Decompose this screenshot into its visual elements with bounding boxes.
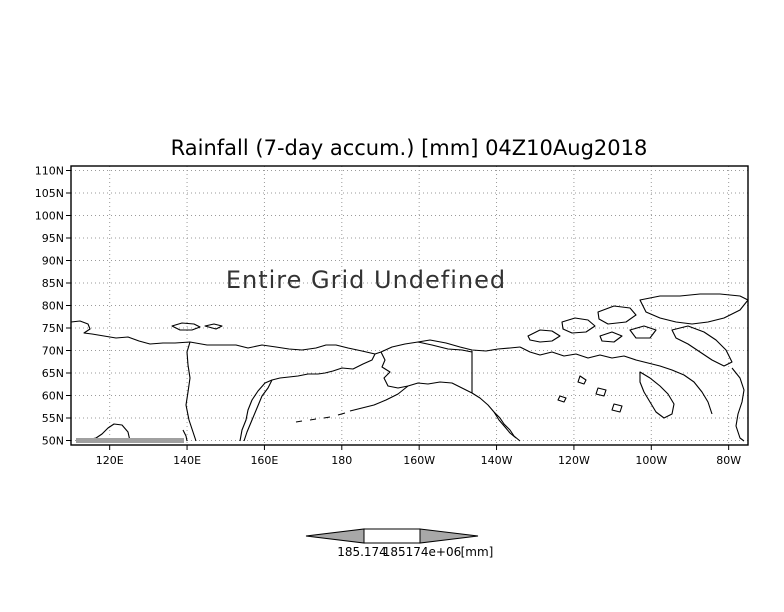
coastline-arctic-island-1 xyxy=(527,329,561,343)
coastline-arctic-island-4 xyxy=(639,293,749,325)
lon-tick-label: 120W xyxy=(558,454,590,467)
lat-tick-label: 60N xyxy=(42,390,64,403)
coastline-aleutians xyxy=(295,412,346,423)
colorbar-max-label: 185174e+06 xyxy=(383,545,462,559)
coastline-alaska-north xyxy=(417,339,521,352)
lat-tick-label: 65N xyxy=(42,367,64,380)
lat-tick-label: 50N xyxy=(42,435,64,448)
coastline-arctic-island-5 xyxy=(599,331,623,343)
coastline-wrangel-island xyxy=(204,323,223,330)
lat-tick-label: 85N xyxy=(42,277,64,290)
lat-tick-label: 110N xyxy=(35,165,64,178)
entire-grid-undefined-message: Entire Grid Undefined xyxy=(226,266,506,294)
colorbar: 185.174 185174e+06 [mm] xyxy=(305,528,494,559)
lon-tick-label: 120E xyxy=(96,454,124,467)
lat-tick-label: 95N xyxy=(42,232,64,245)
coastline-siberia-north xyxy=(70,320,473,355)
coastline-labrador xyxy=(731,367,745,442)
lon-tick-label: 160W xyxy=(403,454,435,467)
coastline-baffin-island xyxy=(671,325,733,367)
coastline-sakhalin-island xyxy=(182,429,188,442)
lat-tick-label: 70N xyxy=(42,345,64,358)
lat-tick-label: 90N xyxy=(42,255,64,268)
coastline-okhotsk xyxy=(185,341,197,442)
coastline-bc-coast xyxy=(493,411,521,442)
coastline-arctic-island-3 xyxy=(597,305,637,325)
latitude-axis: 110N 105N 100N 95N 90N 85N 80N 75N 70N 65N 60N 55N 5… xyxy=(35,165,71,448)
coastline-alaska xyxy=(380,351,517,439)
plot-area xyxy=(71,166,748,445)
undefined-data-strip xyxy=(76,438,184,443)
coastline-new-siberian-islands xyxy=(171,322,201,331)
longitude-axis: 120E 140E 160E 180 160W 140W 120W 100W 80W xyxy=(96,445,741,467)
lon-tick-label: 100W xyxy=(635,454,667,467)
coastline-arctic-island-6 xyxy=(629,325,657,339)
coastline-kamchatka xyxy=(243,379,273,442)
lon-tick-label: 180 xyxy=(331,454,352,467)
lon-tick-label: 140W xyxy=(481,454,513,467)
coastline-chukotka xyxy=(239,353,376,442)
colorbar-center-box xyxy=(363,528,421,544)
lon-tick-label: 160E xyxy=(250,454,278,467)
colorbar-unit-label: [mm] xyxy=(461,545,494,559)
lon-tick-label: 80W xyxy=(716,454,741,467)
colorbar-right-arrow xyxy=(419,528,479,544)
coastline-hudson-bay xyxy=(639,371,675,419)
lat-tick-label: 105N xyxy=(35,187,64,200)
lon-tick-label: 140E xyxy=(173,454,201,467)
lat-tick-label: 55N xyxy=(42,412,64,425)
lat-tick-label: 80N xyxy=(42,300,64,313)
coastline-outlines xyxy=(70,293,749,442)
coastline-canada-arctic xyxy=(519,346,713,415)
map-title: Rainfall (7-day accum.) [mm] 04Z10Aug201… xyxy=(171,136,648,160)
lat-tick-label: 100N xyxy=(35,210,64,223)
coastline-canada-lakes xyxy=(557,375,623,413)
coastline-arctic-island-2 xyxy=(561,317,596,334)
lat-tick-label: 75N xyxy=(42,322,64,335)
colorbar-min-label: 185.174 xyxy=(337,545,387,559)
colorbar-left-arrow xyxy=(305,528,365,544)
coastline-alaska-peninsula xyxy=(349,385,409,412)
